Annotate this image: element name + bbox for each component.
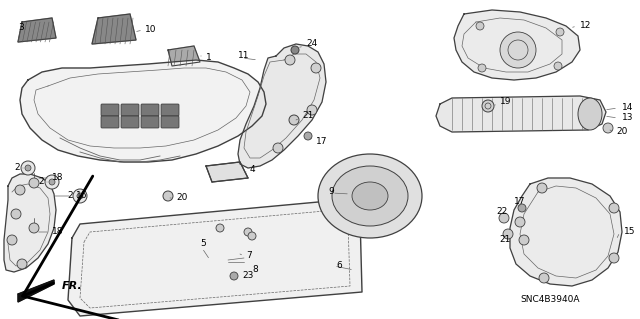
FancyBboxPatch shape <box>141 116 159 128</box>
Text: 2: 2 <box>38 177 44 187</box>
Text: SNC4B3940A: SNC4B3940A <box>520 295 579 305</box>
Text: 1: 1 <box>206 54 212 63</box>
Text: 4: 4 <box>250 166 255 174</box>
Ellipse shape <box>609 203 619 213</box>
Text: 21: 21 <box>499 235 510 244</box>
Ellipse shape <box>273 143 283 153</box>
Ellipse shape <box>537 183 547 193</box>
Text: 14: 14 <box>622 103 634 113</box>
FancyBboxPatch shape <box>161 104 179 116</box>
Text: 9: 9 <box>328 188 333 197</box>
Text: 6: 6 <box>336 262 342 271</box>
Ellipse shape <box>476 22 484 30</box>
Text: 22: 22 <box>496 207 508 217</box>
Ellipse shape <box>304 132 312 140</box>
Text: 3: 3 <box>18 24 24 33</box>
Text: 17: 17 <box>514 197 525 206</box>
Text: 15: 15 <box>624 227 636 236</box>
Ellipse shape <box>285 55 295 65</box>
Text: 19: 19 <box>500 98 511 107</box>
Ellipse shape <box>45 175 59 189</box>
FancyBboxPatch shape <box>101 104 119 116</box>
Ellipse shape <box>73 189 87 203</box>
Ellipse shape <box>216 224 224 232</box>
Ellipse shape <box>17 259 27 269</box>
Text: 5: 5 <box>200 240 205 249</box>
FancyBboxPatch shape <box>101 116 119 128</box>
Polygon shape <box>4 174 56 272</box>
Polygon shape <box>168 46 200 66</box>
Ellipse shape <box>318 154 422 238</box>
Polygon shape <box>68 200 362 316</box>
Text: FR.: FR. <box>62 281 83 291</box>
Polygon shape <box>510 178 622 286</box>
Ellipse shape <box>29 178 39 188</box>
Text: 23: 23 <box>242 271 253 280</box>
Ellipse shape <box>554 62 562 70</box>
Polygon shape <box>20 60 266 162</box>
Text: 7: 7 <box>246 251 252 261</box>
Polygon shape <box>454 10 580 80</box>
Ellipse shape <box>11 209 21 219</box>
Ellipse shape <box>499 213 509 223</box>
Ellipse shape <box>248 232 256 240</box>
Ellipse shape <box>21 161 35 175</box>
Ellipse shape <box>311 63 321 73</box>
Ellipse shape <box>609 253 619 263</box>
Ellipse shape <box>556 28 564 36</box>
Ellipse shape <box>29 223 39 233</box>
Ellipse shape <box>539 273 549 283</box>
Polygon shape <box>206 162 248 182</box>
Polygon shape <box>436 96 606 132</box>
Text: 20: 20 <box>176 194 188 203</box>
Text: 12: 12 <box>580 21 591 31</box>
Ellipse shape <box>163 191 173 201</box>
Ellipse shape <box>244 228 252 236</box>
Ellipse shape <box>289 115 299 125</box>
Ellipse shape <box>578 98 602 130</box>
Text: 13: 13 <box>622 114 634 122</box>
Text: 17: 17 <box>316 137 328 146</box>
Ellipse shape <box>518 204 526 212</box>
Text: 21: 21 <box>302 112 314 121</box>
Text: 8: 8 <box>252 265 258 275</box>
Text: 2: 2 <box>67 191 72 201</box>
FancyBboxPatch shape <box>121 104 139 116</box>
Polygon shape <box>238 44 326 168</box>
Ellipse shape <box>307 105 317 115</box>
Ellipse shape <box>352 182 388 210</box>
Ellipse shape <box>482 100 494 112</box>
FancyBboxPatch shape <box>141 104 159 116</box>
Ellipse shape <box>519 235 529 245</box>
Ellipse shape <box>478 64 486 72</box>
Ellipse shape <box>77 193 83 199</box>
Ellipse shape <box>291 46 299 54</box>
Polygon shape <box>18 280 54 302</box>
Ellipse shape <box>25 165 31 171</box>
Ellipse shape <box>7 235 17 245</box>
Ellipse shape <box>515 217 525 227</box>
Ellipse shape <box>49 179 55 185</box>
FancyBboxPatch shape <box>121 116 139 128</box>
Text: 20: 20 <box>616 128 627 137</box>
Ellipse shape <box>603 123 613 133</box>
Text: 24: 24 <box>306 40 317 48</box>
Ellipse shape <box>15 185 25 195</box>
FancyBboxPatch shape <box>161 116 179 128</box>
Text: 11: 11 <box>238 51 250 61</box>
Ellipse shape <box>500 32 536 68</box>
Ellipse shape <box>332 166 408 226</box>
Polygon shape <box>92 14 136 44</box>
Text: 2: 2 <box>14 164 20 173</box>
Polygon shape <box>18 18 56 42</box>
Ellipse shape <box>503 229 513 239</box>
Text: 16: 16 <box>76 191 88 201</box>
Text: 18: 18 <box>52 174 63 182</box>
Ellipse shape <box>230 272 238 280</box>
Text: 10: 10 <box>145 26 157 34</box>
Text: 18: 18 <box>52 227 63 236</box>
